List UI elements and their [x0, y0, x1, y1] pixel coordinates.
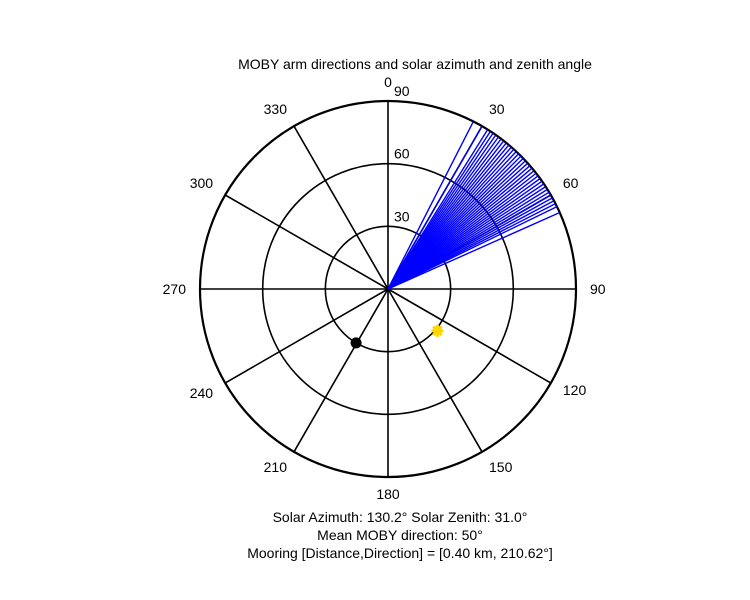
angle-tick-label: 60 — [563, 175, 579, 191]
angle-tick-label: 150 — [489, 459, 513, 475]
grid-spoke — [293, 125, 389, 290]
angle-tick-label: 180 — [376, 486, 400, 502]
grid-spoke — [387, 288, 483, 453]
angle-tick-label: 0 — [384, 74, 392, 90]
grid-spoke — [293, 288, 389, 453]
grid-spoke — [387, 288, 552, 384]
angle-tick-label: 210 — [264, 459, 288, 475]
angle-tick-label: 30 — [489, 101, 505, 117]
angle-tick-label: 120 — [563, 382, 587, 398]
tick-labels: 0 30 60 90 120 150 180 210 240 270 300 330 30 60 90 — [163, 74, 606, 502]
grid-spoke — [224, 288, 389, 384]
markers — [350, 324, 444, 349]
angle-tick-label: 240 — [190, 385, 214, 401]
angle-tick-label: 270 — [163, 281, 187, 297]
caption-solar: Solar Azimuth: 130.2° Solar Zenith: 31.0… — [272, 509, 528, 525]
arm-direction-line — [387, 211, 561, 290]
caption-mean-direction: Mean MOBY direction: 50° — [317, 527, 483, 543]
radial-tick-label: 90 — [394, 83, 410, 99]
angle-tick-label: 330 — [264, 101, 288, 117]
grid-spoke — [224, 194, 389, 290]
angle-tick-label: 90 — [590, 281, 606, 297]
arm-direction-line — [387, 125, 483, 290]
mooring-marker — [350, 337, 362, 349]
arm-direction-line — [387, 205, 558, 290]
caption-mooring: Mooring [Distance,Direction] = [0.40 km,… — [247, 545, 553, 561]
arm-directions — [387, 121, 561, 290]
angle-tick-label: 300 — [190, 175, 214, 191]
sun-marker — [431, 324, 444, 337]
arm-direction-line — [387, 121, 474, 290]
chart-title: MOBY arm directions and solar azimuth an… — [238, 56, 592, 72]
radial-tick-label: 30 — [394, 208, 410, 224]
radial-tick-label: 60 — [394, 146, 410, 162]
